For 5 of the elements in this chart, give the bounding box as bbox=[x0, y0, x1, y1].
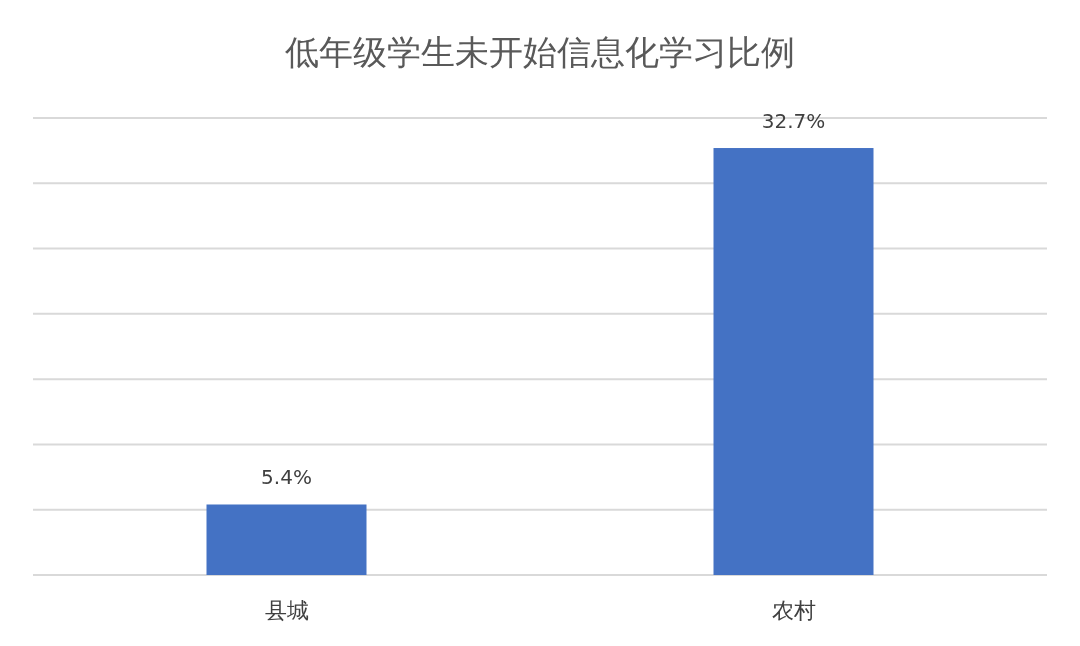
x-tick-label: 县城 bbox=[264, 598, 309, 623]
x-tick-label: 农村 bbox=[771, 598, 816, 623]
data-label: 5.4% bbox=[261, 465, 312, 490]
chart-title: 低年级学生未开始信息化学习比例 bbox=[285, 32, 795, 72]
data-label: 32.7% bbox=[761, 109, 826, 134]
